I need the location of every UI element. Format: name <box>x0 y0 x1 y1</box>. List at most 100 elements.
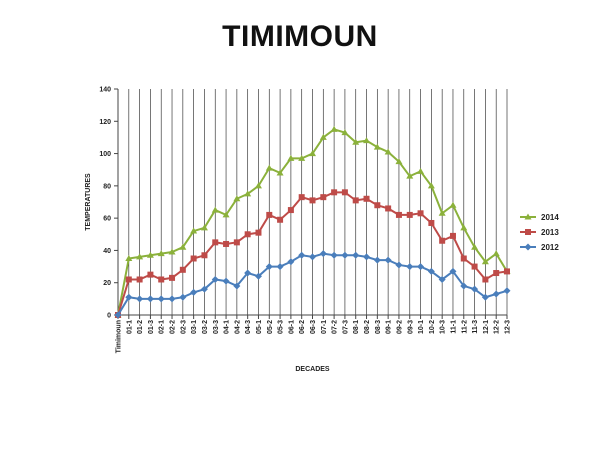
data-point-2013 <box>136 276 143 283</box>
data-point-2013 <box>223 240 230 247</box>
data-point-2012 <box>233 282 241 290</box>
y-tick-label: 0 <box>107 313 111 320</box>
data-point-2014 <box>211 206 219 213</box>
data-point-2013 <box>493 270 500 277</box>
data-point-2012 <box>427 267 435 275</box>
x-tick-label: 09-1 <box>386 320 393 334</box>
data-point-2013 <box>504 268 510 275</box>
data-point-2014 <box>287 154 295 161</box>
legend-marker <box>525 229 531 235</box>
data-point-2013 <box>266 211 273 218</box>
data-point-2012 <box>438 275 446 283</box>
data-point-2014 <box>395 158 403 165</box>
x-tick-label: 08-3 <box>375 320 382 334</box>
x-axis-label: DECADES <box>295 366 330 373</box>
series-layer <box>114 125 511 319</box>
data-point-2013 <box>244 231 251 238</box>
data-point-2014 <box>352 138 360 145</box>
data-point-2013 <box>331 189 338 196</box>
x-tick-label: 03-2 <box>202 320 209 334</box>
data-point-2013 <box>482 276 489 283</box>
data-point-2012 <box>146 295 154 303</box>
legend-item-2014: 2014 <box>520 213 559 222</box>
data-point-2013 <box>395 211 402 218</box>
data-point-2014 <box>222 211 230 218</box>
x-tick-label: 12-1 <box>483 320 490 334</box>
data-point-2012 <box>417 263 425 271</box>
data-point-2014 <box>460 224 468 231</box>
x-tick-label: 02-2 <box>170 320 177 334</box>
data-point-2014 <box>427 182 435 189</box>
data-point-2013 <box>287 207 294 214</box>
data-point-2012 <box>309 253 316 261</box>
data-point-2012 <box>395 261 403 269</box>
data-point-2012 <box>492 290 500 298</box>
x-tick-label: 03-1 <box>191 320 198 334</box>
data-point-2012 <box>330 251 338 259</box>
data-point-2013 <box>460 255 467 262</box>
legend: 2014 2013 2012 <box>520 213 559 252</box>
legend-item-2013: 2013 <box>520 228 559 237</box>
data-point-2014 <box>319 133 327 140</box>
data-point-2013 <box>125 276 132 283</box>
x-tick-label: Timimoun <box>116 320 123 353</box>
data-point-2013 <box>439 237 446 244</box>
x-tick-label: 12-3 <box>505 320 512 334</box>
data-point-2014 <box>190 227 198 234</box>
data-point-2013 <box>233 239 240 246</box>
data-point-2014 <box>449 201 457 208</box>
data-point-2012 <box>460 282 468 290</box>
data-point-2014 <box>244 190 252 197</box>
data-point-2014 <box>298 154 306 161</box>
data-point-2012 <box>114 311 122 319</box>
data-point-2013 <box>147 271 154 278</box>
data-point-2012 <box>503 287 511 295</box>
data-point-2013 <box>363 195 370 202</box>
x-tick-label: 12-2 <box>494 320 501 334</box>
y-tick-label: 60 <box>103 216 111 223</box>
x-tick-label: 06-2 <box>299 320 306 334</box>
x-tick-label: 05-3 <box>278 320 285 334</box>
data-point-2014 <box>168 248 176 255</box>
data-point-2012 <box>125 293 133 301</box>
data-point-2012 <box>265 263 273 271</box>
data-point-2014 <box>481 258 489 265</box>
legend-label: 2014 <box>541 213 559 222</box>
data-point-2013 <box>158 276 165 283</box>
legend-label: 2013 <box>541 228 559 237</box>
series-2012 <box>114 250 511 319</box>
data-point-2012 <box>384 256 392 264</box>
x-tick-label: 09-2 <box>396 320 403 334</box>
x-tick-label: 04-3 <box>245 320 252 334</box>
legend-marker <box>524 243 532 251</box>
legend-marker <box>524 213 532 220</box>
data-point-2013 <box>449 232 456 239</box>
data-point-2013 <box>417 210 424 217</box>
x-tick-label: 10-2 <box>429 320 436 334</box>
data-point-2013 <box>298 194 305 201</box>
x-tick-labels: Timimoun 01-1 01-2 01-3 02-1 02-2 02-3 03-1 03-2… <box>116 315 512 353</box>
x-tick-label: 03-3 <box>213 320 220 334</box>
y-tick-label: 120 <box>99 119 111 126</box>
data-point-2012 <box>168 295 176 303</box>
data-point-2013 <box>320 194 327 201</box>
x-tick-label: 10-3 <box>440 320 447 334</box>
data-point-2014 <box>146 251 154 258</box>
data-point-2014 <box>157 250 165 257</box>
data-point-2012 <box>276 263 284 271</box>
data-point-2014 <box>341 129 349 136</box>
x-tick-label: 01-1 <box>126 320 133 334</box>
data-point-2012 <box>157 295 165 303</box>
data-point-2012 <box>298 251 306 259</box>
data-point-2012 <box>287 258 295 266</box>
x-tick-label: 07-1 <box>321 320 328 334</box>
x-tick-label: 01-2 <box>137 320 144 334</box>
y-tick-labels: 0 20 40 60 80 100 120 140 <box>99 87 118 320</box>
data-point-2013 <box>277 216 284 223</box>
chart-title: TIMIMOUN <box>222 20 378 53</box>
data-point-2014 <box>179 243 187 250</box>
grid-lines <box>128 89 508 315</box>
legend-item-2012: 2012 <box>520 243 559 252</box>
data-point-2014 <box>471 243 479 250</box>
data-point-2012 <box>341 251 349 259</box>
